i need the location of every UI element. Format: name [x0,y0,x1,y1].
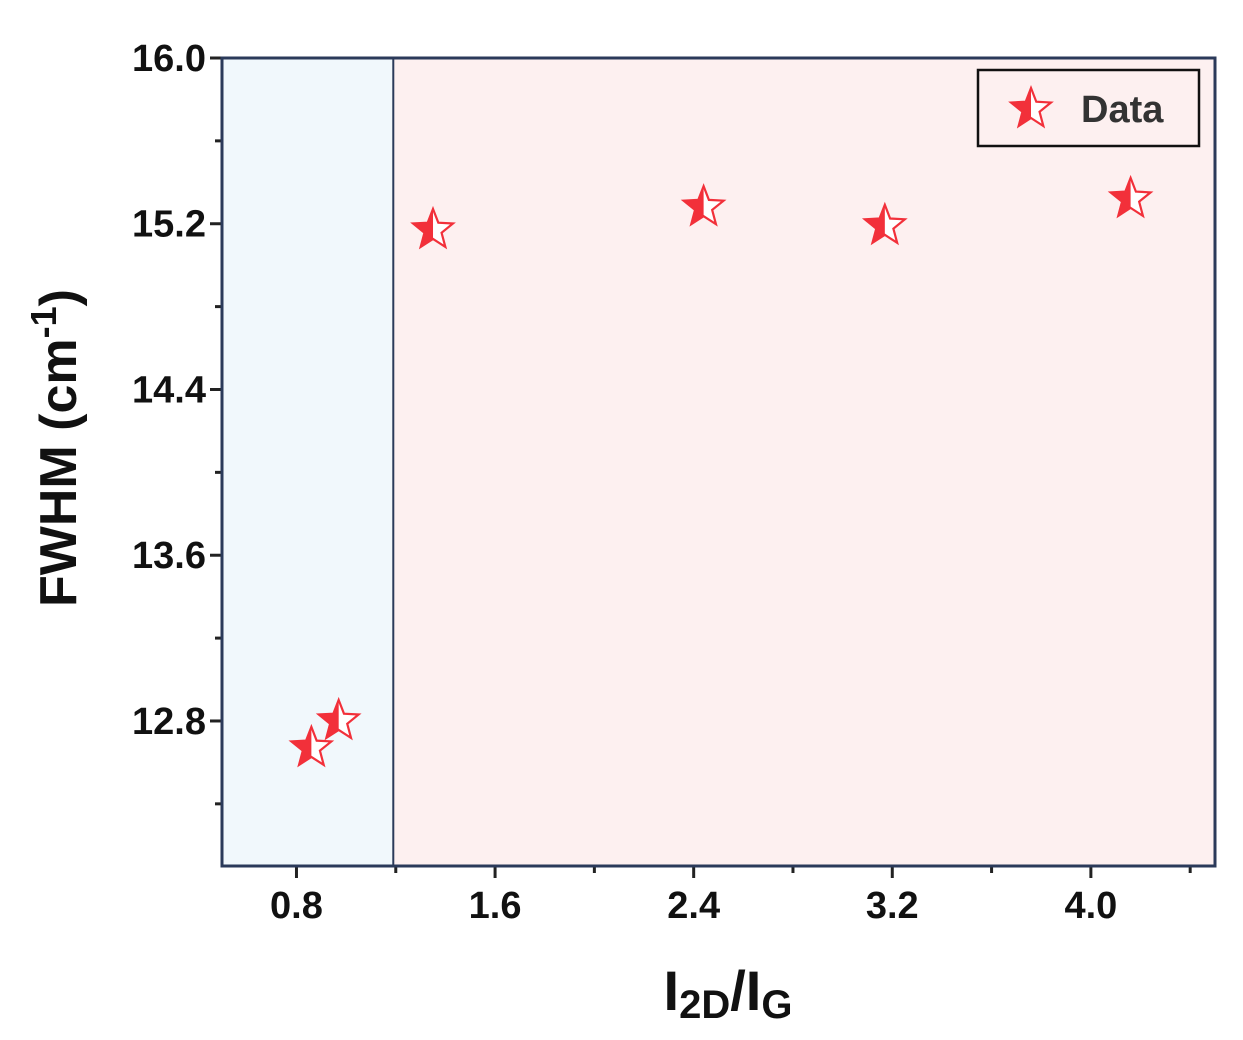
data-point-outline [680,183,727,227]
x-axis-title-main-2: I [746,959,762,1022]
data-point [1107,174,1154,219]
legend-box [976,68,1201,148]
data-point-fill [318,699,339,738]
x-tick-label: 4.0 [1064,885,1117,927]
y-axis-title-close: ) [30,289,88,306]
y-axis-title-base: FWHM (cm [30,338,88,607]
x-axis-title: I2D/IG [664,959,793,1027]
y-axis-title: FWHM (cm-1) [23,289,88,607]
data-point-fill [291,726,312,765]
legend-star [1008,84,1054,129]
data-point-fill [864,204,885,243]
region-1 [393,58,1216,866]
legend-star-outline [1008,84,1054,129]
data-point [680,183,727,227]
x-tick-label: 2.4 [667,885,720,927]
data-point [315,696,362,741]
legend-label: Data [1081,89,1164,131]
data-point-outline [288,723,335,768]
y-tick-label: 13.6 [132,535,206,577]
legend-star-icon [1008,84,1054,129]
data-point-outline [315,696,362,741]
y-tick-labels: 12.8 13.6 14.4 15.2 16.0 [132,38,206,743]
data-point [410,205,456,250]
data-point [861,201,908,246]
data-point-fill [1110,177,1131,216]
data-point-fill [683,186,704,225]
x-tick-labels: 0.8 1.6 2.4 3.2 4.0 [270,885,1117,927]
background-regions [222,58,1216,866]
x-axis-title-sub-2: G [761,983,792,1027]
y-tick-label: 15.2 [132,204,206,246]
plot-frame [220,56,1217,868]
data-point-outline [1107,174,1154,219]
x-tick-label: 3.2 [866,885,919,927]
data-point-fill [413,208,434,247]
y-axis-title-sup: -1 [23,306,64,338]
data-point-outline [410,205,456,250]
y-tick-label: 16.0 [132,38,206,80]
x-tick-label: 1.6 [469,885,522,927]
data-point-outline [861,201,908,246]
x-axis-title-sub-1: 2D [679,983,730,1027]
data-markers [288,174,1154,768]
y-tick-label: 12.8 [132,701,206,743]
x-axis-title-main-1: I [664,959,680,1022]
region-0 [222,58,394,866]
legend: Data [976,68,1201,148]
legend-star-fill [1011,88,1031,126]
data-point [288,723,335,768]
x-axis-title-slash: / [730,959,746,1022]
x-tick-label: 0.8 [270,885,323,927]
y-tick-label: 14.4 [132,369,206,411]
